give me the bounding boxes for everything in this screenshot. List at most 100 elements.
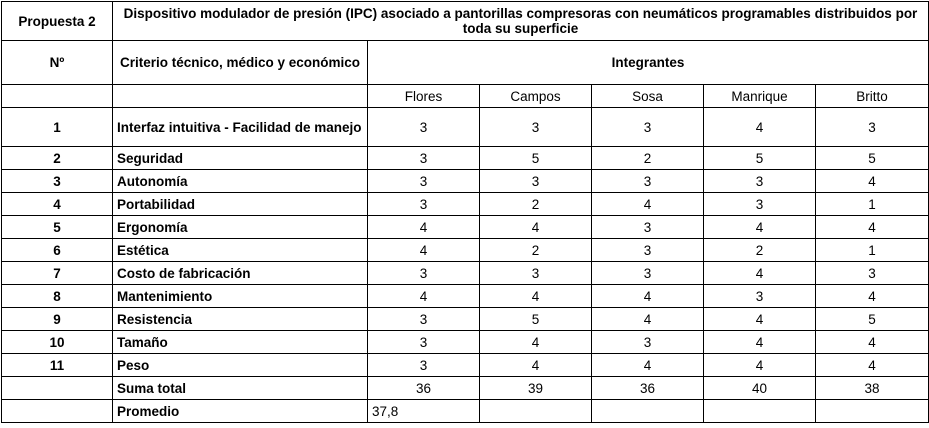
table-row: 4 Portabilidad 3 2 4 3 1: [1, 192, 929, 216]
score-cell: 4: [815, 330, 929, 354]
score-cell: 4: [703, 307, 816, 331]
table-row: 5 Ergonomía 4 4 3 4 4: [1, 215, 929, 239]
members-header: Integrantes: [367, 40, 929, 85]
table-row: 2 Seguridad 3 5 2 5 5: [1, 146, 929, 170]
score-cell: 4: [703, 107, 816, 147]
member-name: Flores: [367, 84, 480, 108]
score-cell: 3: [367, 353, 480, 377]
member-name: Campos: [479, 84, 592, 108]
score-cell: 2: [591, 146, 704, 170]
table-row: 1 Interfaz intuitiva - Facilidad de manej…: [1, 107, 929, 147]
score-cell: 4: [815, 353, 929, 377]
title-row: Propuesta 2 Dispositivo modulador de pre…: [1, 1, 929, 41]
score-cell: 4: [479, 215, 592, 239]
total-value: 39: [479, 376, 592, 400]
score-cell: 5: [703, 146, 816, 170]
score-cell: 3: [815, 261, 929, 285]
score-cell: 3: [479, 107, 592, 147]
criterion-name: Estética: [112, 238, 368, 262]
member-name: Sosa: [591, 84, 704, 108]
score-cell: 1: [815, 192, 929, 216]
score-cell: 5: [479, 307, 592, 331]
criterion-name: Resistencia: [112, 307, 368, 331]
empty-cell: [815, 399, 929, 423]
score-cell: 3: [591, 261, 704, 285]
score-cell: 4: [815, 169, 929, 193]
table-title: Dispositivo modulador de presión (IPC) a…: [112, 1, 929, 41]
score-cell: 5: [815, 146, 929, 170]
criterion-number: 2: [1, 146, 113, 170]
table-row: 3 Autonomía 3 3 3 3 4: [1, 169, 929, 193]
table-row: 11 Peso 3 4 4 4 4: [1, 353, 929, 377]
criterion-name: Portabilidad: [112, 192, 368, 216]
criterion-number: 10: [1, 330, 113, 354]
criterion-name: Peso: [112, 353, 368, 377]
total-value: 36: [591, 376, 704, 400]
score-cell: 3: [703, 169, 816, 193]
score-cell: 3: [591, 215, 704, 239]
criterion-name: Interfaz intuitiva - Facilidad de manejo: [112, 107, 368, 147]
score-cell: 4: [367, 284, 480, 308]
score-cell: 4: [591, 284, 704, 308]
header-row: Nº Criterio técnico, médico y económico …: [1, 40, 929, 85]
score-cell: 5: [479, 146, 592, 170]
score-cell: 3: [591, 330, 704, 354]
score-cell: 3: [591, 169, 704, 193]
score-cell: 4: [591, 192, 704, 216]
score-cell: 3: [591, 238, 704, 262]
score-cell: 5: [815, 307, 929, 331]
score-cell: 3: [479, 261, 592, 285]
proposal-label: Propuesta 2: [1, 1, 113, 41]
average-row: Promedio 37,8: [1, 399, 929, 423]
score-cell: 4: [703, 215, 816, 239]
score-cell: 3: [367, 261, 480, 285]
criterion-number: 3: [1, 169, 113, 193]
score-cell: 4: [815, 284, 929, 308]
criterion-number: 11: [1, 353, 113, 377]
criterion-name: Tamaño: [112, 330, 368, 354]
criteria-header: Criterio técnico, médico y económico: [112, 40, 368, 85]
score-cell: 4: [479, 284, 592, 308]
score-cell: 3: [703, 284, 816, 308]
table-row: 10 Tamaño 3 4 3 4 4: [1, 330, 929, 354]
total-row: Suma total 36 39 36 40 38: [1, 376, 929, 400]
score-cell: 3: [815, 107, 929, 147]
score-cell: 4: [591, 307, 704, 331]
total-value: 38: [815, 376, 929, 400]
criterion-number: 8: [1, 284, 113, 308]
score-cell: 4: [479, 353, 592, 377]
member-names-row: Flores Campos Sosa Manrique Britto: [1, 84, 929, 108]
score-cell: 4: [367, 238, 480, 262]
score-cell: 4: [367, 215, 480, 239]
score-cell: 4: [703, 330, 816, 354]
criterion-number: 6: [1, 238, 113, 262]
score-cell: 4: [479, 330, 592, 354]
empty-cell: [112, 84, 368, 108]
criterion-number: 7: [1, 261, 113, 285]
table-row: 7 Costo de fabricación 3 3 3 4 3: [1, 261, 929, 285]
empty-cell: [1, 399, 113, 423]
criterion-number: 5: [1, 215, 113, 239]
score-cell: 3: [591, 107, 704, 147]
criterion-number: 4: [1, 192, 113, 216]
total-value: 36: [367, 376, 480, 400]
average-label: Promedio: [112, 399, 368, 423]
score-cell: 1: [815, 238, 929, 262]
average-value: 37,8: [367, 399, 480, 423]
score-cell: 3: [367, 330, 480, 354]
table-row: 6 Estética 4 2 3 2 1: [1, 238, 929, 262]
score-cell: 2: [703, 238, 816, 262]
score-cell: 3: [367, 169, 480, 193]
total-value: 40: [703, 376, 816, 400]
score-cell: 3: [367, 192, 480, 216]
score-cell: 3: [703, 192, 816, 216]
empty-cell: [479, 399, 592, 423]
criterion-name: Seguridad: [112, 146, 368, 170]
table-row: 9 Resistencia 3 5 4 4 5: [1, 307, 929, 331]
member-name: Britto: [815, 84, 929, 108]
score-cell: 2: [479, 238, 592, 262]
score-cell: 4: [703, 353, 816, 377]
criterion-name: Autonomía: [112, 169, 368, 193]
criterion-name: Costo de fabricación: [112, 261, 368, 285]
